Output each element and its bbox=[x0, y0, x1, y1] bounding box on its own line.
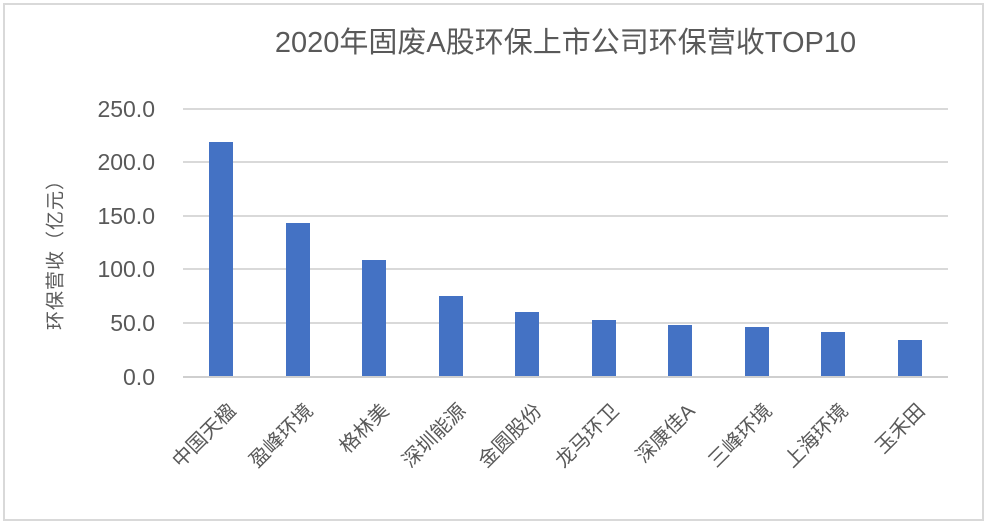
bar bbox=[821, 332, 846, 377]
y-axis-title: 环保营收（亿元） bbox=[45, 169, 67, 331]
bar bbox=[438, 296, 463, 377]
chart-title: 2020年固废A股环保上市公司环保营收TOP10 bbox=[274, 27, 857, 59]
gridline bbox=[183, 107, 948, 110]
x-axis-line bbox=[183, 375, 948, 378]
bar bbox=[591, 319, 616, 377]
bar bbox=[897, 340, 922, 377]
y-tick-label: 250.0 bbox=[97, 95, 155, 122]
y-tick-label: 150.0 bbox=[97, 202, 155, 229]
gridline bbox=[183, 268, 948, 271]
y-tick-label: 50.0 bbox=[110, 309, 155, 336]
bar bbox=[285, 222, 310, 377]
gridline bbox=[183, 321, 948, 324]
bar bbox=[209, 142, 234, 377]
gridline bbox=[183, 214, 948, 217]
gridline bbox=[183, 161, 948, 164]
y-tick-label: 100.0 bbox=[97, 256, 155, 283]
bar bbox=[668, 324, 693, 377]
bar bbox=[744, 327, 769, 377]
y-tick-label: 0.0 bbox=[123, 363, 155, 390]
bar bbox=[362, 259, 387, 377]
bar bbox=[515, 312, 540, 377]
y-tick-label: 200.0 bbox=[97, 149, 155, 176]
